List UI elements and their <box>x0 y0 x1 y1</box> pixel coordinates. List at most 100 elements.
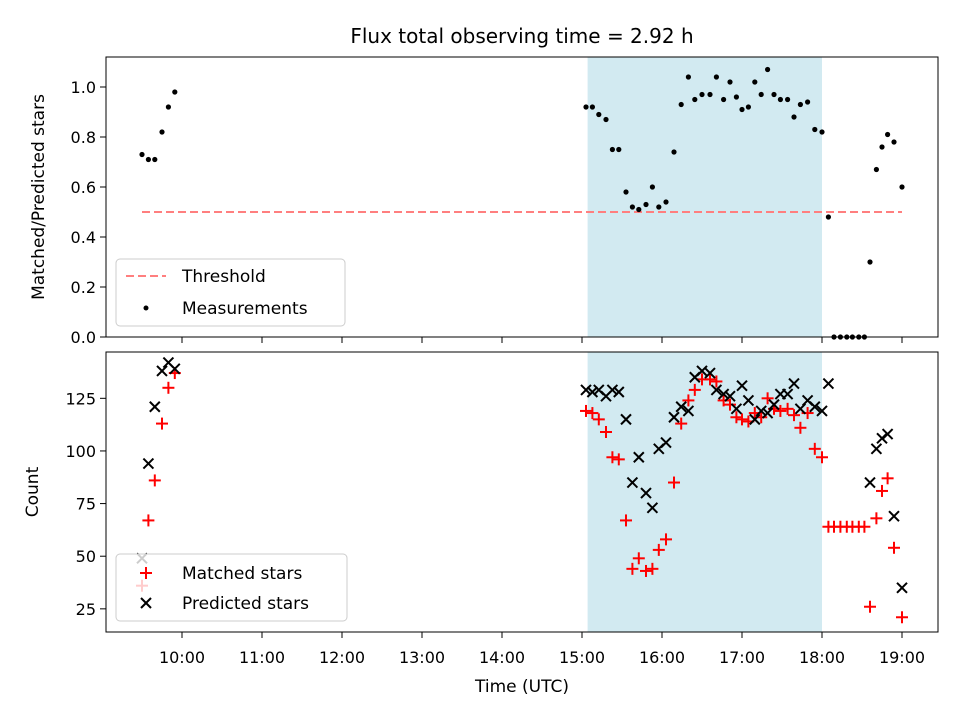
matched-stars-point <box>620 514 632 527</box>
predicted-stars-point <box>606 384 619 396</box>
measurement-point <box>609 146 616 153</box>
top-legend: Threshold Measurements <box>115 258 346 327</box>
matched-stars-point <box>142 514 155 527</box>
bottom-panel: 25 50 75 100 125 Count 10:00 11:00 12:00 13:00 1… <box>23 351 939 697</box>
measurement-point <box>649 184 656 190</box>
matched-stars-point <box>761 392 774 405</box>
predicted-stars-point <box>755 405 767 417</box>
measurement-point <box>671 149 677 155</box>
top-ytick-label: 0.4 <box>71 228 96 247</box>
predicted-stars-point <box>717 388 730 400</box>
measurement-point <box>152 156 158 163</box>
measurement-point <box>145 156 151 163</box>
measurement-point <box>139 151 145 158</box>
measurement-point <box>752 79 758 85</box>
predicted-stars-point <box>142 457 155 470</box>
bottom-ytick-label: 50 <box>76 547 96 566</box>
predicted-stars-point <box>870 443 883 455</box>
predicted-stars-point <box>668 411 680 423</box>
matched-stars-point <box>717 394 730 407</box>
measurement-point <box>791 114 797 120</box>
matched-stars-point <box>660 533 672 546</box>
matched-stars-point <box>710 375 723 388</box>
x-tick-label: 15:00 <box>559 648 605 667</box>
measurement-point <box>699 91 705 98</box>
predicted-stars-point <box>749 413 761 426</box>
predicted-stars-point <box>169 363 181 375</box>
measurement-point <box>636 206 642 213</box>
measurement-point <box>899 184 905 190</box>
measurement-point <box>777 96 784 103</box>
matched-stars-point <box>668 476 680 489</box>
measurement-point <box>589 104 596 110</box>
x-axis-label: Time (UTC) <box>474 677 569 697</box>
predicted-stars-point <box>888 510 900 522</box>
measurement-point <box>771 91 777 98</box>
predicted-stars-point <box>768 398 780 411</box>
legend-matched-swatch <box>140 567 152 579</box>
measurement-point <box>643 201 649 208</box>
legend-predicted-label: Predicted stars <box>182 594 309 614</box>
matched-stars-point <box>606 451 619 464</box>
predicted-stars-point <box>742 394 755 407</box>
legend-predicted-swatch <box>140 597 152 609</box>
measurement-point <box>663 199 669 205</box>
measurement-point <box>596 111 602 118</box>
predicted-stars-point <box>736 379 748 392</box>
matched-stars-point <box>612 453 625 466</box>
legend-measurements-swatch <box>143 305 149 311</box>
predicted-stars-point <box>881 428 894 440</box>
measurement-point <box>707 91 713 98</box>
measurement-point <box>583 104 589 110</box>
measurement-point <box>819 129 825 135</box>
predicted-stars-point <box>149 401 161 413</box>
measurement-point <box>765 66 771 73</box>
predicted-stars-point <box>586 386 599 398</box>
matched-stars-point <box>162 381 175 394</box>
matched-stars-point <box>724 398 736 411</box>
measurement-point <box>739 106 745 113</box>
measurement-point <box>879 144 885 150</box>
measurement-point <box>159 129 165 135</box>
top-frame <box>105 56 939 338</box>
matched-stars-point <box>888 541 900 554</box>
top-ytick-label: 0.8 <box>71 128 96 147</box>
matched-stars-point <box>586 407 599 420</box>
x-tick-label: 19:00 <box>879 648 925 667</box>
predicted-stars-point <box>730 403 743 415</box>
x-tick-label: 18:00 <box>799 648 845 667</box>
matched-stars-point <box>870 512 883 525</box>
x-tick-label: 14:00 <box>479 648 525 667</box>
x-tick-label: 12:00 <box>319 648 365 667</box>
measurement-point <box>678 101 684 108</box>
predicted-stars-point <box>675 401 687 413</box>
matched-stars-point <box>794 421 807 434</box>
bottom-frame <box>105 351 939 633</box>
measurement-point <box>867 259 873 265</box>
bottom-ytick-label: 25 <box>76 600 96 619</box>
legend-measurements-label: Measurements <box>182 299 308 319</box>
predicted-stars-point <box>633 451 645 463</box>
bottom-ytick-label: 100 <box>65 442 96 461</box>
measurement-point <box>873 166 880 173</box>
top-ytick-label: 0.6 <box>71 178 96 197</box>
matched-stars-point <box>858 520 871 533</box>
measurement-point <box>785 96 791 103</box>
matched-stars-point <box>781 402 794 415</box>
x-tick-label: 17:00 <box>719 648 765 667</box>
legend-threshold-label: Threshold <box>181 267 266 287</box>
measurement-point <box>891 139 897 145</box>
measurement-point <box>758 91 764 98</box>
matched-stars-point <box>876 484 888 497</box>
legend-matched-label: Matched stars <box>182 564 302 584</box>
measurement-point <box>733 94 740 100</box>
measurement-point <box>721 96 727 103</box>
measurement-point <box>885 131 891 138</box>
predicted-stars-point <box>761 407 774 419</box>
predicted-stars-point <box>896 582 908 594</box>
matched-stars-point <box>688 383 701 396</box>
measurement-point <box>603 116 609 123</box>
measurement-point <box>713 74 720 80</box>
x-tick-label: 11:00 <box>239 648 285 667</box>
matched-stars-point <box>652 543 665 556</box>
